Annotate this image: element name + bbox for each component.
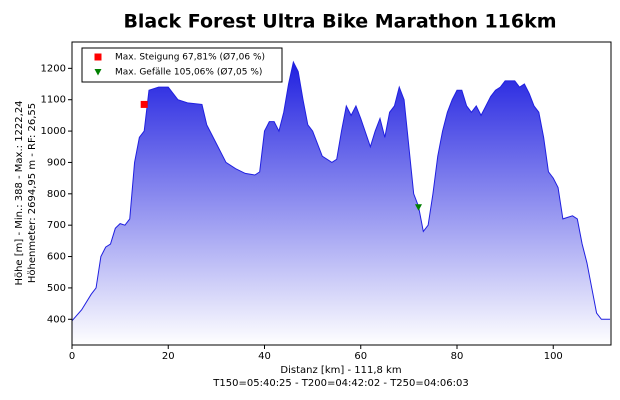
x-tick-label: 60	[354, 351, 367, 362]
marker	[140, 100, 148, 108]
y-tick-label: 1200	[41, 63, 66, 74]
profile-line	[71, 60, 611, 322]
y-tick-label: 400	[47, 314, 66, 325]
x-tick-label: 20	[162, 351, 175, 362]
x-tick-label: 0	[69, 351, 75, 362]
x-tick-label: 80	[451, 351, 464, 362]
x-tick-label: 100	[544, 351, 563, 362]
y-tick-label: 1100	[41, 95, 66, 106]
x-tick-label: 40	[258, 351, 271, 362]
y-tick-label: 800	[47, 189, 66, 200]
y-tick-label: 700	[47, 220, 66, 231]
chart-title: Black Forest Ultra Bike Marathon 116km	[123, 11, 556, 33]
area-fill	[72, 62, 611, 346]
x-axis-label: Distanz [km] - 111,8 km	[280, 365, 401, 376]
legend-symbol	[94, 53, 102, 61]
y-tick-label: 500	[47, 283, 66, 294]
y-tick-label: 900	[47, 157, 66, 168]
legend-label: Max. Steigung 67,81% (Ø7,06 %)	[115, 52, 265, 63]
legend-symbol	[94, 69, 102, 76]
y-axis-label: Höhe [m] - Min.: 388 - Max.: 1222,24	[14, 100, 25, 285]
footer: T150=05:40:25 - T200=04:42:02 - T250=04:…	[212, 378, 468, 389]
marker	[415, 204, 422, 211]
legend-label: Max. Gefälle 105,06% (Ø7,05 %)	[115, 67, 262, 78]
y-tick-label: 1000	[41, 126, 66, 137]
y-axis-label: Höhenmeter: 2694,95 m - RF: 26,55	[27, 103, 38, 283]
legend-box	[81, 47, 283, 83]
y-tick-label: 600	[47, 252, 66, 263]
